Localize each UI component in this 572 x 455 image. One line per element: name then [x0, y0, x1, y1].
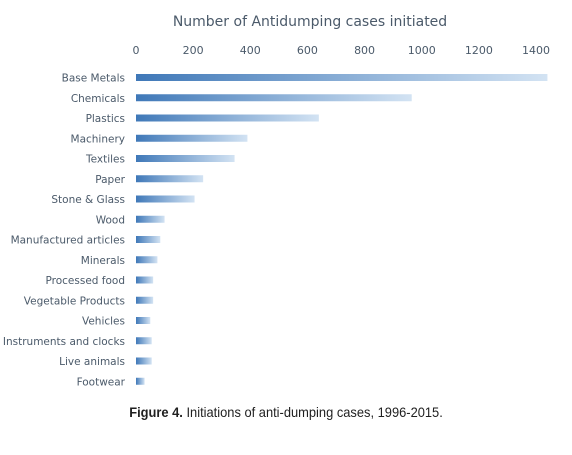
x-axis-ticks: 0 200 400 600 800 1000 1200 1400 [133, 44, 551, 57]
figure-label: Figure 4. [129, 404, 183, 420]
category-label: Minerals [81, 255, 125, 267]
category-label: Manufactured articles [11, 235, 125, 247]
bar [136, 155, 235, 162]
x-tick-label: 1000 [408, 44, 436, 57]
figure-caption: Figure 4. Initiations of anti-dumping ca… [23, 404, 549, 420]
category-label: Chemicals [71, 93, 125, 105]
bar [136, 377, 145, 385]
bar [136, 134, 248, 142]
category-label: Processed food [45, 275, 125, 287]
category-label: Stone & Glass [51, 194, 125, 206]
bar [136, 94, 412, 102]
category-label: Instruments and clocks [3, 336, 125, 348]
x-tick-label: 800 [354, 44, 375, 57]
category-label: Paper [95, 174, 125, 186]
category-label: Machinery [71, 133, 125, 145]
x-tick-label: 200 [183, 44, 204, 57]
bar [136, 195, 195, 203]
bar [136, 317, 151, 324]
category-label: Textiles [85, 154, 125, 166]
category-label: Vegetable Products [24, 295, 125, 307]
bar [136, 74, 548, 81]
category-label: Base Metals [62, 73, 125, 85]
bar [136, 236, 161, 243]
bar [136, 114, 319, 122]
bar [136, 276, 154, 284]
x-tick-label: 600 [297, 44, 318, 57]
category-label: Plastics [86, 113, 125, 125]
chart-title: Number of Antidumping cases initiated [173, 14, 447, 30]
x-tick-label: 1400 [522, 44, 550, 57]
category-labels: Base Metals Chemicals Plastics Machinery Tex… [3, 73, 126, 389]
bar [136, 357, 152, 365]
category-label: Wood [96, 214, 125, 226]
x-tick-label: 0 [133, 44, 140, 57]
bar-chart: Number of Antidumping cases initiated 0 2… [3, 14, 551, 389]
bar [136, 337, 152, 345]
category-label: Footwear [77, 376, 126, 388]
chart-area: Number of Antidumping cases initiated 0 2… [3, 14, 551, 389]
x-tick-label: 400 [240, 44, 261, 57]
caption-text: Initiations of anti-dumping cases, 1996-… [182, 404, 443, 420]
bar [136, 175, 204, 183]
category-label: Vehicles [82, 316, 125, 328]
bar [136, 296, 154, 304]
bar [136, 215, 165, 223]
bars [136, 74, 548, 385]
bar [136, 256, 158, 264]
x-tick-label: 1200 [465, 44, 493, 57]
category-label: Live animals [59, 356, 125, 368]
